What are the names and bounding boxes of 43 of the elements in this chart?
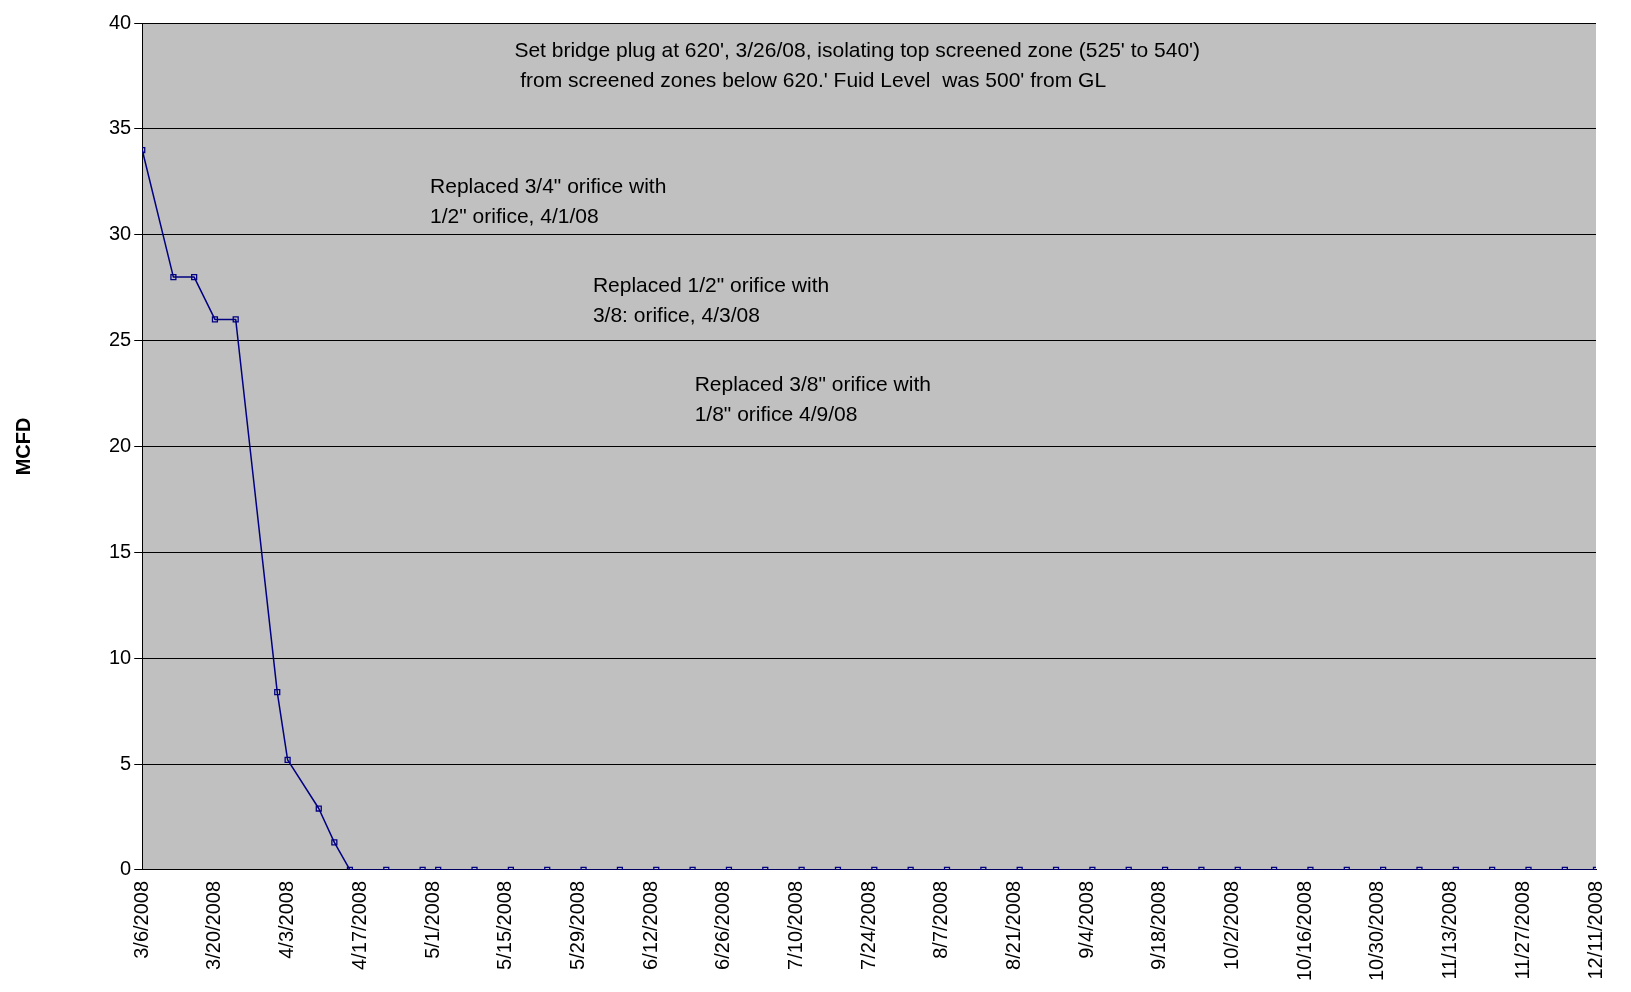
x-tick-label: 3/20/2008	[202, 880, 225, 970]
y-tick-label: 35	[109, 116, 132, 139]
x-tick-label: 10/16/2008	[1292, 880, 1315, 982]
x-tick-label: 12/11/2008	[1583, 880, 1606, 980]
y-tick-label: 40	[109, 10, 132, 33]
point	[331, 839, 338, 846]
point	[315, 805, 322, 812]
x-tick-label: 11/27/2008	[1510, 880, 1533, 980]
y-tick-label: 25	[109, 328, 132, 351]
x-tick-label: 7/24/2008	[856, 880, 879, 970]
point	[232, 316, 239, 323]
x-tick-label: 7/10/2008	[783, 880, 806, 970]
point	[211, 316, 219, 323]
x-tick-label: 5/15/2008	[493, 880, 516, 970]
point	[170, 273, 177, 281]
point	[191, 273, 198, 281]
annotation: Replaced 3/4" orifice with 1/2" orifice, 4/1/08	[430, 173, 667, 227]
y-tick-label: 0	[120, 857, 132, 880]
x-tick-label: 8/7/2008	[929, 880, 952, 959]
x-tick-label: 5/29/2008	[565, 880, 588, 970]
x-tick-label: 9/4/2008	[1074, 880, 1097, 959]
y-tick-label: 10	[109, 645, 132, 668]
y-tick-label: 30	[109, 222, 132, 245]
x-tick-label: 8/21/2008	[1002, 880, 1025, 970]
annotation: Replaced 3/8" orifice with 1/8" orifice 4/9/08	[694, 371, 931, 425]
x-tick-label: 10/2/2008	[1220, 880, 1243, 970]
y-tick-label: 15	[109, 539, 132, 562]
x-tick-label: 4/17/2008	[347, 880, 370, 970]
x-tick-label: 6/12/2008	[638, 880, 661, 970]
annotation: Set bridge plug at 620', 3/26/08, isolating top screened zone (525' to 540') from screened zones below 620.' Fuid Level was 500' from GL	[514, 38, 1201, 92]
y-tick-label: 20	[109, 433, 132, 456]
x-tick-label: 4/3/2008	[275, 880, 298, 959]
annotation: Replaced 1/2" orifice with 3/8: orifice, 4/3/08	[592, 272, 830, 326]
x-tick-label: 9/18/2008	[1147, 880, 1170, 970]
x-tick-label: 6/26/2008	[711, 880, 734, 970]
x-tick-label: 11/13/2008	[1438, 880, 1461, 980]
y-tick-label: 5	[120, 751, 132, 774]
point	[274, 688, 281, 696]
x-tick-label: 5/1/2008	[420, 880, 443, 959]
x-tick-label: 3/6/2008	[129, 880, 152, 959]
y-axis-title: MCFD	[11, 417, 34, 476]
x-tick-label: 10/30/2008	[1365, 880, 1388, 982]
point	[284, 756, 291, 763]
